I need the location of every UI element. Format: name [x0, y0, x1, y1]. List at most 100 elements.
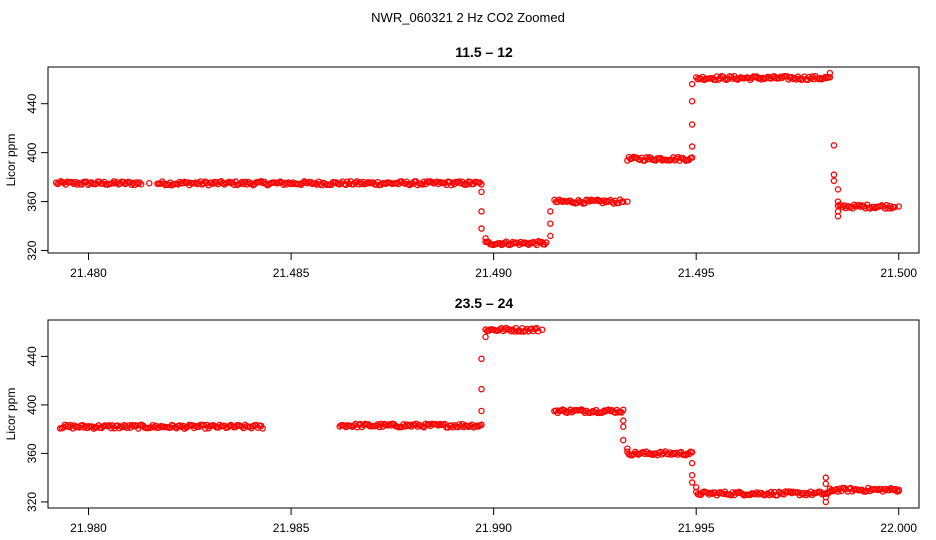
data-point: [478, 355, 485, 363]
data-point: [620, 198, 627, 206]
data-point: [547, 220, 554, 227]
data-point: [478, 407, 485, 415]
data-point: [822, 474, 830, 481]
data-point: [202, 425, 209, 432]
panel-top-ylabel: Licor ppm: [4, 134, 18, 187]
data-point: [543, 239, 550, 246]
panel-top: 11.5 – 12 21.480 21.485 21.490 21.495 21.500…: [4, 44, 920, 280]
data-point: [503, 324, 510, 332]
data-point: [891, 203, 898, 211]
data-point: [136, 179, 143, 186]
data-point: [883, 201, 890, 209]
data-point: [478, 385, 485, 393]
x-tick-label: 21.985: [273, 521, 310, 535]
data-point: [200, 421, 207, 429]
panel-bottom-plot-frame: [47, 319, 920, 509]
data-point: [688, 121, 696, 128]
x-tick-label: 21.480: [70, 266, 107, 280]
data-point: [688, 449, 696, 456]
data-point: [478, 181, 485, 188]
panel-bottom-y-axis: 320 360 400 440: [25, 346, 49, 512]
x-tick-label: 21.500: [880, 266, 917, 280]
data-point: [830, 171, 838, 178]
y-tick-label: 320: [25, 240, 39, 260]
data-point: [567, 197, 574, 204]
data-point: [688, 471, 696, 479]
data-point: [822, 498, 830, 506]
data-point: [822, 480, 830, 487]
data-point: [688, 479, 696, 486]
panel-bottom-ylabel: Licor ppm: [4, 388, 18, 441]
data-point: [507, 327, 515, 335]
data-point: [766, 491, 773, 499]
data-point: [895, 486, 902, 494]
data-point: [688, 143, 696, 150]
x-tick-label: 21.495: [678, 266, 715, 280]
data-point: [455, 178, 463, 185]
data-point: [547, 232, 554, 240]
data-point: [406, 181, 413, 189]
data-point: [620, 406, 627, 414]
data-point: [478, 225, 485, 232]
panel-bottom-x-axis: 21.980 21.985 21.990 21.995 22.000: [70, 507, 917, 535]
data-point: [895, 203, 902, 210]
data-point: [478, 421, 485, 429]
data-point: [715, 76, 722, 83]
data-point: [624, 445, 631, 452]
panel-top-y-axis: 320 360 400 440: [25, 93, 49, 261]
y-tick-label: 360: [25, 443, 39, 463]
data-point: [482, 235, 489, 242]
panel-top-plot-frame: [47, 66, 920, 254]
y-tick-label: 360: [25, 191, 39, 211]
data-point: [376, 423, 383, 431]
panel-top-title: 11.5 – 12: [455, 44, 513, 60]
panel-bottom-points: [56, 324, 902, 506]
panel-top-x-axis: 21.480 21.485 21.490 21.495 21.500: [70, 252, 917, 280]
x-tick-label: 21.485: [273, 266, 310, 280]
data-point: [259, 425, 266, 432]
data-point: [826, 74, 834, 81]
data-point: [257, 178, 265, 185]
y-tick-label: 320: [25, 492, 39, 512]
data-point: [830, 177, 838, 185]
data-point: [692, 484, 700, 491]
y-tick-label: 440: [25, 346, 39, 366]
data-point: [834, 198, 842, 205]
data-point: [688, 459, 696, 467]
data-point: [688, 80, 696, 88]
x-tick-label: 21.990: [475, 521, 512, 535]
data-point: [837, 202, 845, 209]
data-point: [641, 157, 648, 164]
data-point: [624, 198, 631, 205]
data-point: [135, 425, 142, 432]
panel-top-points: [52, 69, 902, 249]
data-point: [146, 179, 153, 187]
data-point: [115, 424, 123, 432]
y-tick-label: 400: [25, 142, 39, 162]
data-point: [830, 142, 838, 149]
data-point: [587, 409, 595, 416]
data-point: [834, 186, 842, 193]
data-point: [538, 326, 546, 333]
data-point: [620, 436, 627, 444]
data-point: [478, 208, 485, 215]
x-tick-label: 21.980: [70, 521, 107, 535]
data-point: [682, 451, 690, 459]
data-point: [594, 196, 601, 203]
data-point: [688, 154, 696, 161]
y-tick-label: 400: [25, 395, 39, 415]
data-point: [834, 213, 842, 220]
data-point: [620, 423, 627, 430]
x-tick-label: 22.000: [880, 521, 917, 535]
data-point: [688, 98, 696, 105]
data-point: [137, 180, 145, 188]
x-tick-label: 21.490: [475, 266, 512, 280]
data-point: [482, 333, 489, 341]
figure-title: NWR_060321 2 Hz CO2 Zoomed: [371, 10, 565, 25]
y-tick-label: 440: [25, 93, 39, 113]
data-point: [620, 417, 627, 424]
panel-bottom: 23.5 – 24 21.980 21.985 21.990 21.995 22.000…: [4, 295, 920, 535]
data-point: [478, 188, 485, 196]
data-point: [826, 69, 834, 77]
